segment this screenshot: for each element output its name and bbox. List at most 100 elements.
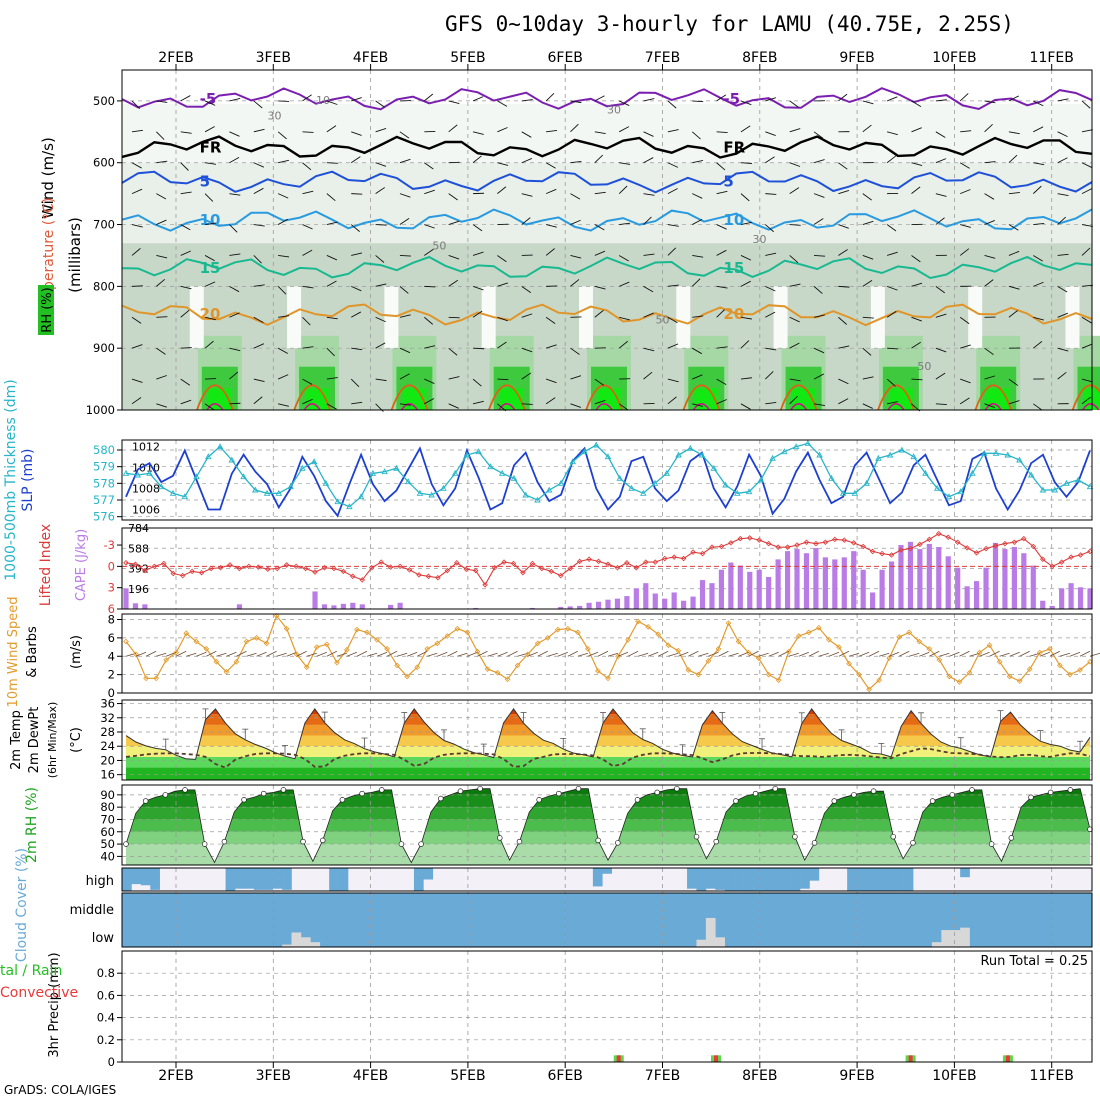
wind-barb bbox=[229, 131, 240, 137]
wind-barb bbox=[848, 652, 860, 657]
lifted-index-marker bbox=[331, 565, 337, 572]
thickness-marker bbox=[557, 479, 565, 486]
wind-speed-marker bbox=[886, 655, 893, 661]
wind-barb bbox=[740, 280, 751, 287]
date-label-top: 5FEB bbox=[450, 50, 485, 66]
thickness-marker bbox=[581, 448, 588, 455]
thickness-marker bbox=[757, 476, 765, 483]
rh-marker bbox=[615, 840, 621, 846]
rh-marker bbox=[438, 795, 444, 802]
lifted-index-marker bbox=[888, 552, 895, 558]
wind-barb bbox=[375, 283, 387, 287]
wind-barb bbox=[889, 651, 900, 657]
wind-speed-marker bbox=[846, 660, 852, 667]
wind-barb bbox=[886, 96, 898, 102]
wind-barb bbox=[935, 193, 947, 197]
wind-barb bbox=[716, 224, 727, 230]
lifted-index-marker bbox=[151, 563, 158, 570]
high-cloud-bar bbox=[423, 868, 434, 880]
wind-barb bbox=[229, 193, 241, 196]
lifted-index-marker bbox=[718, 543, 725, 550]
cloud-row-label-low: low bbox=[92, 931, 115, 946]
rh-fill bbox=[126, 788, 1090, 865]
thickness-marker bbox=[745, 488, 753, 495]
lifted-index-line bbox=[125, 533, 1091, 586]
isotherm-25 bbox=[487, 384, 526, 411]
wind-barb bbox=[911, 162, 923, 167]
wind-barb bbox=[862, 220, 874, 225]
lifted-index-tick-label: 0 bbox=[108, 559, 115, 573]
wind-speed-marker bbox=[233, 658, 240, 665]
high-cloud-bar bbox=[875, 868, 886, 891]
wind-barb bbox=[497, 186, 507, 194]
cape-bar bbox=[1011, 547, 1017, 609]
isotherm-30 bbox=[1081, 403, 1100, 411]
wind-barb bbox=[253, 162, 265, 168]
cape-bar bbox=[577, 605, 583, 609]
wind-barb bbox=[180, 309, 190, 318]
temperature-tick-label: 20 bbox=[100, 753, 115, 767]
thickness-marker bbox=[275, 489, 283, 496]
wind-barb bbox=[984, 193, 995, 200]
wind-barb bbox=[643, 157, 654, 164]
wind-barb bbox=[278, 315, 290, 318]
wind-barb bbox=[399, 373, 410, 380]
wind-barb bbox=[1033, 100, 1044, 107]
lifted-index-marker bbox=[973, 550, 980, 556]
rh-band bbox=[126, 807, 1090, 820]
wind-barb bbox=[594, 399, 606, 405]
wind-barb bbox=[765, 224, 774, 233]
rh-band bbox=[126, 794, 1090, 808]
wind-barb bbox=[765, 311, 776, 318]
rh-marker bbox=[359, 790, 365, 797]
thickness-marker bbox=[393, 464, 400, 471]
wind-barb bbox=[351, 131, 362, 136]
wind-barb bbox=[698, 652, 709, 657]
wind-speed-marker bbox=[836, 644, 842, 650]
wind-barb bbox=[131, 378, 143, 383]
wind-barb bbox=[229, 371, 239, 380]
wind-barb bbox=[692, 100, 704, 103]
wind-barb bbox=[692, 403, 704, 407]
lifted-index-marker bbox=[557, 572, 564, 579]
rh-marker bbox=[693, 833, 700, 840]
precip-tick-label: 0.8 bbox=[97, 966, 115, 980]
lifted-index-marker bbox=[624, 560, 630, 566]
cape-bar bbox=[936, 547, 942, 609]
lifted-index-marker bbox=[737, 535, 744, 542]
wind-barb bbox=[765, 371, 774, 380]
wind-barb bbox=[399, 158, 411, 164]
wind-speed-marker bbox=[364, 629, 370, 636]
wind-barb bbox=[1057, 312, 1069, 318]
wind-barb bbox=[521, 99, 533, 102]
thickness-marker bbox=[1027, 471, 1035, 478]
lifted-index-marker bbox=[652, 559, 659, 565]
low-cloud-bar bbox=[931, 942, 942, 947]
wind-barb bbox=[740, 377, 752, 380]
wind-barb bbox=[521, 285, 532, 294]
wind-barb bbox=[302, 94, 312, 102]
rh-marker bbox=[634, 797, 641, 803]
wind-frame bbox=[121, 613, 1093, 694]
rh-contour-label: 50 bbox=[656, 313, 670, 326]
wind-barb bbox=[326, 377, 338, 380]
lifted-index-marker bbox=[709, 544, 715, 550]
date-label-bottom: 5FEB bbox=[450, 1068, 485, 1084]
rh-dry-gap bbox=[287, 286, 302, 349]
high-cloud-bar bbox=[743, 868, 754, 891]
wind-barb bbox=[497, 316, 508, 322]
rh-band-10 bbox=[122, 104, 1092, 163]
high-cloud-bar bbox=[263, 868, 273, 890]
wind-speed-marker bbox=[655, 631, 662, 638]
wind-barb bbox=[326, 280, 337, 287]
wind-speed-marker bbox=[785, 648, 792, 655]
wind-speed-marker bbox=[1046, 646, 1053, 652]
wind-speed-marker bbox=[1026, 666, 1033, 672]
pressure-tick-label: 600 bbox=[93, 156, 115, 170]
wind-barb bbox=[789, 395, 798, 405]
wind-barb bbox=[935, 313, 947, 318]
wind-barb bbox=[1009, 651, 1020, 657]
axis-labels: 2FEB 2FEB 3FEB 3FEB 4FEB 4FEB 5FEB 5FEB 6FEB 6FEB… bbox=[0, 50, 1074, 1084]
wind-barb bbox=[229, 285, 240, 293]
high-cloud-bar bbox=[847, 868, 857, 891]
